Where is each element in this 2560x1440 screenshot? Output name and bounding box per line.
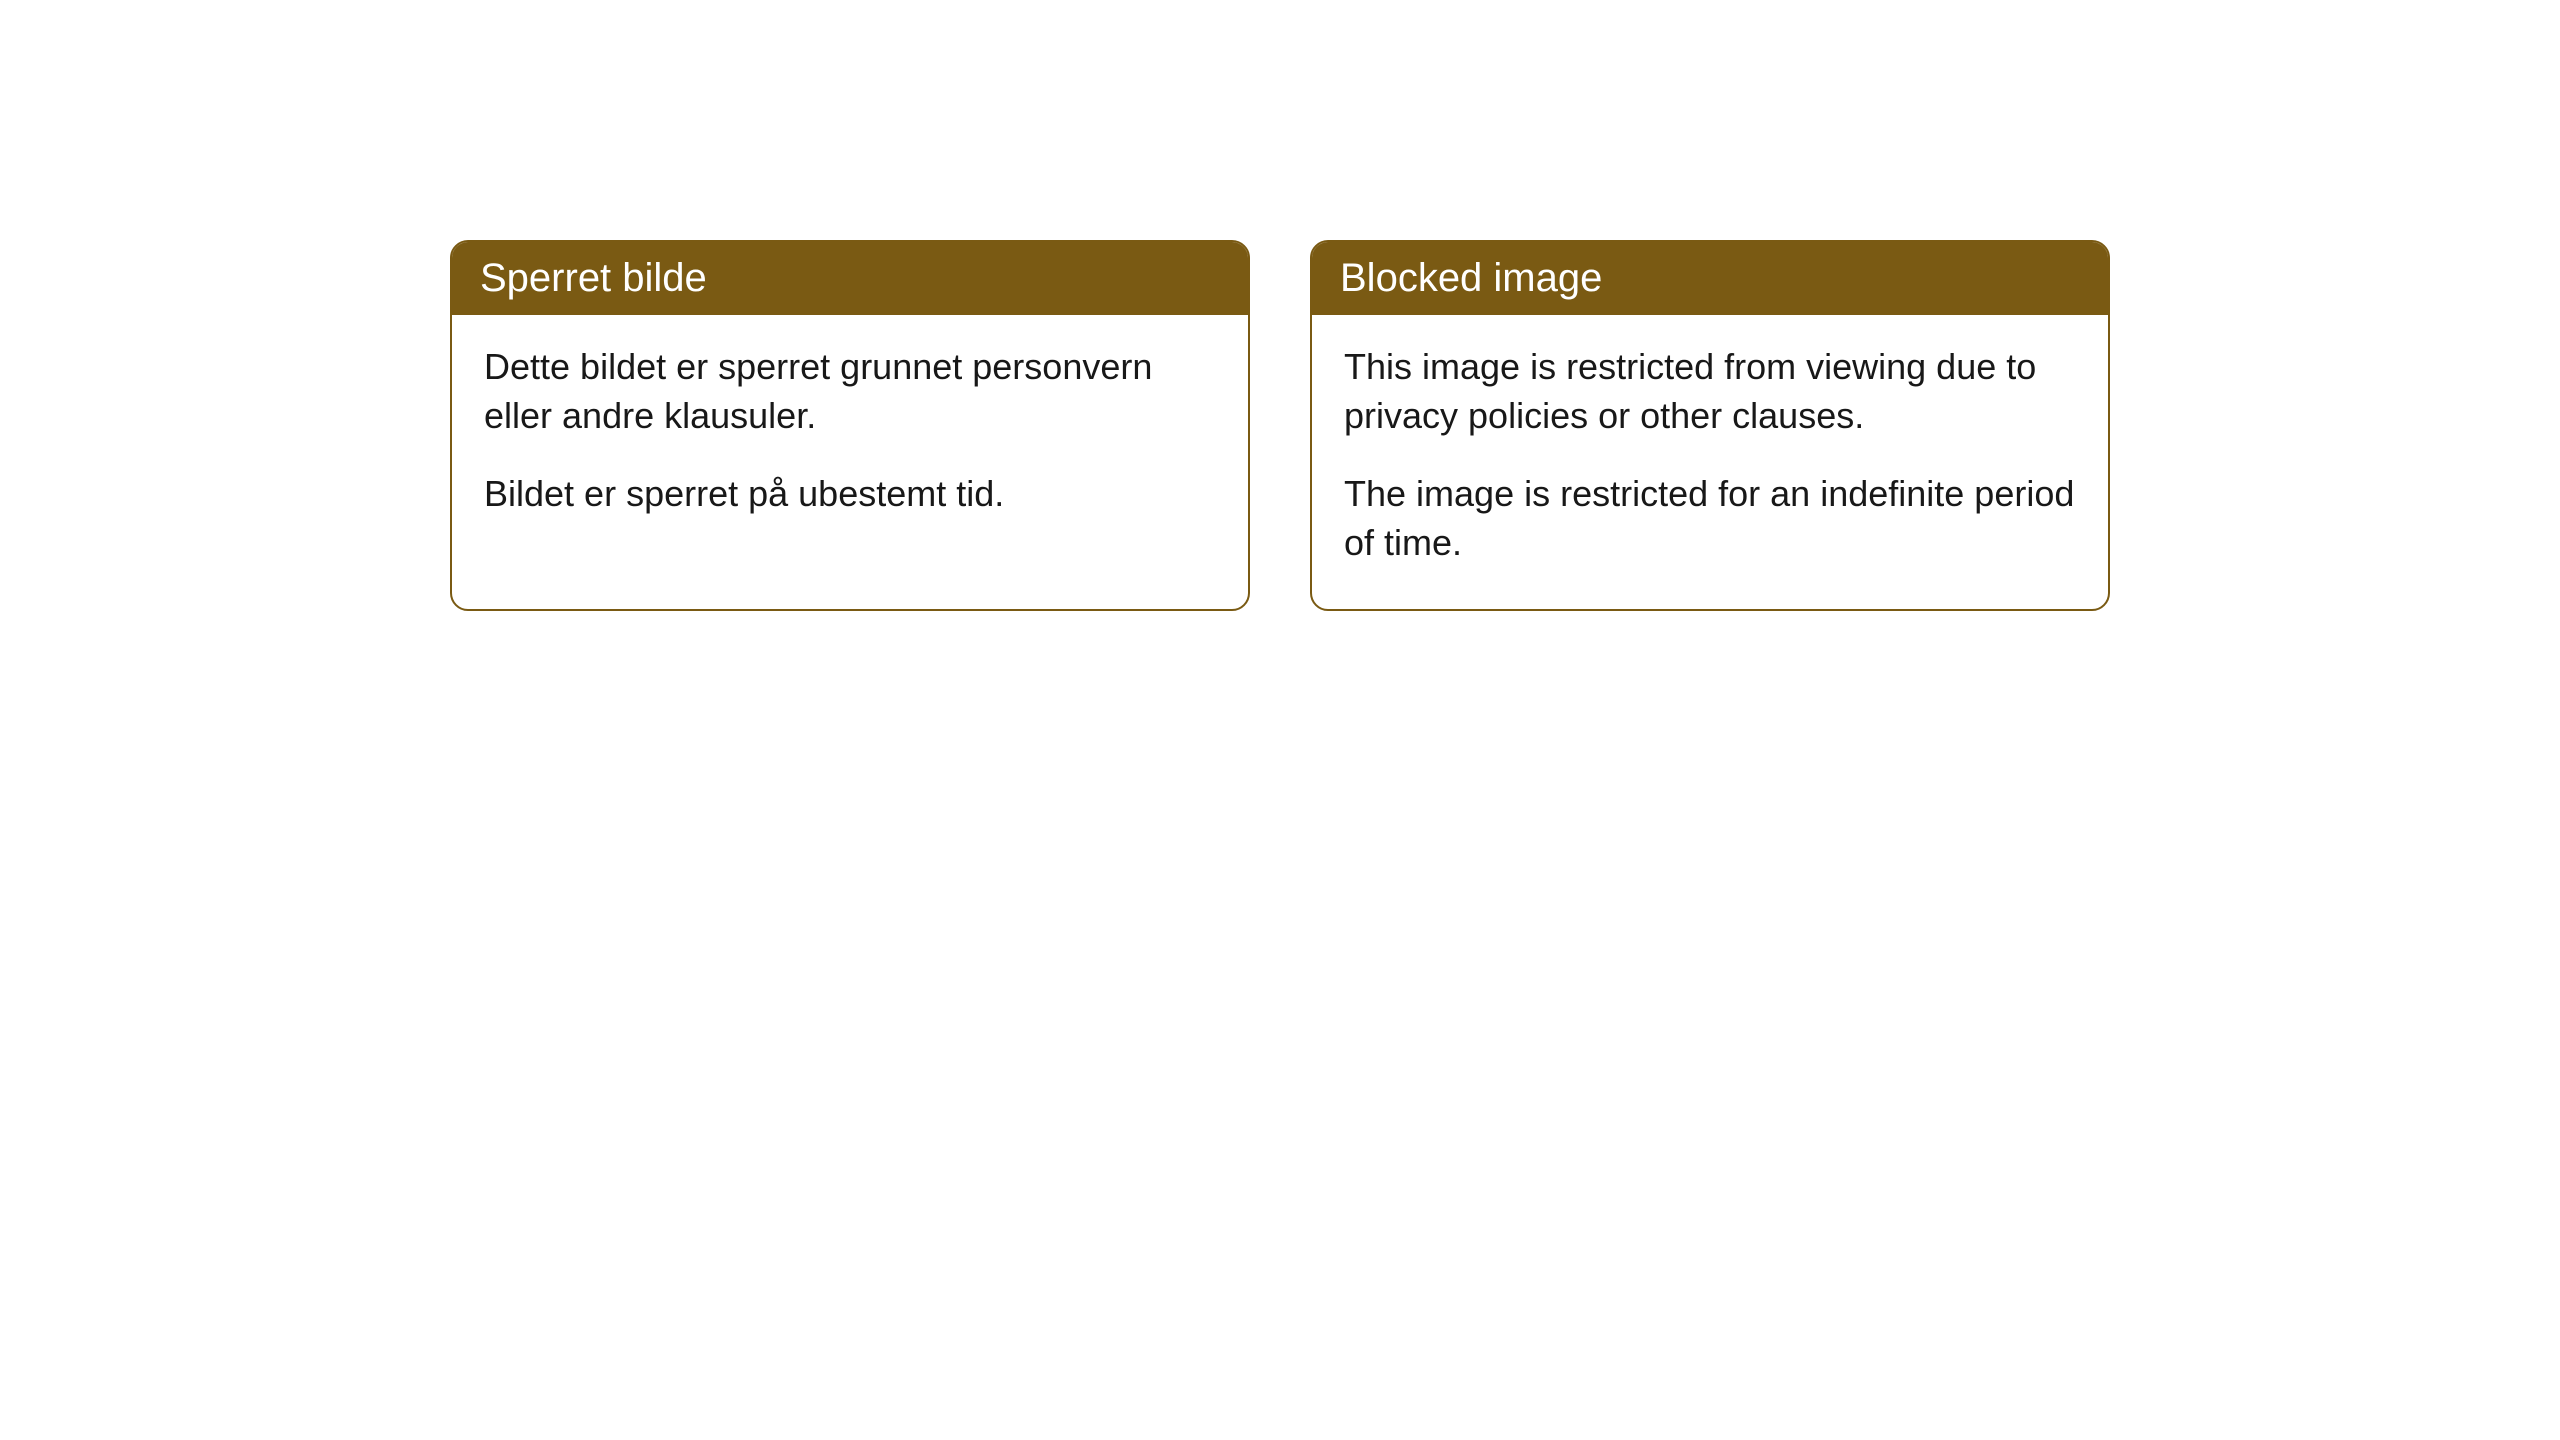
card-header-english: Blocked image xyxy=(1312,242,2108,315)
card-body-norwegian: Dette bildet er sperret grunnet personve… xyxy=(452,315,1248,561)
notification-cards-container: Sperret bilde Dette bildet er sperret gr… xyxy=(450,240,2110,611)
blocked-image-card-english: Blocked image This image is restricted f… xyxy=(1310,240,2110,611)
card-paragraph-1-english: This image is restricted from viewing du… xyxy=(1344,343,2076,440)
card-paragraph-1-norwegian: Dette bildet er sperret grunnet personve… xyxy=(484,343,1216,440)
card-paragraph-2-norwegian: Bildet er sperret på ubestemt tid. xyxy=(484,470,1216,519)
blocked-image-card-norwegian: Sperret bilde Dette bildet er sperret gr… xyxy=(450,240,1250,611)
card-body-english: This image is restricted from viewing du… xyxy=(1312,315,2108,609)
card-title-norwegian: Sperret bilde xyxy=(480,256,707,300)
card-paragraph-2-english: The image is restricted for an indefinit… xyxy=(1344,470,2076,567)
card-title-english: Blocked image xyxy=(1340,256,1602,300)
card-header-norwegian: Sperret bilde xyxy=(452,242,1248,315)
